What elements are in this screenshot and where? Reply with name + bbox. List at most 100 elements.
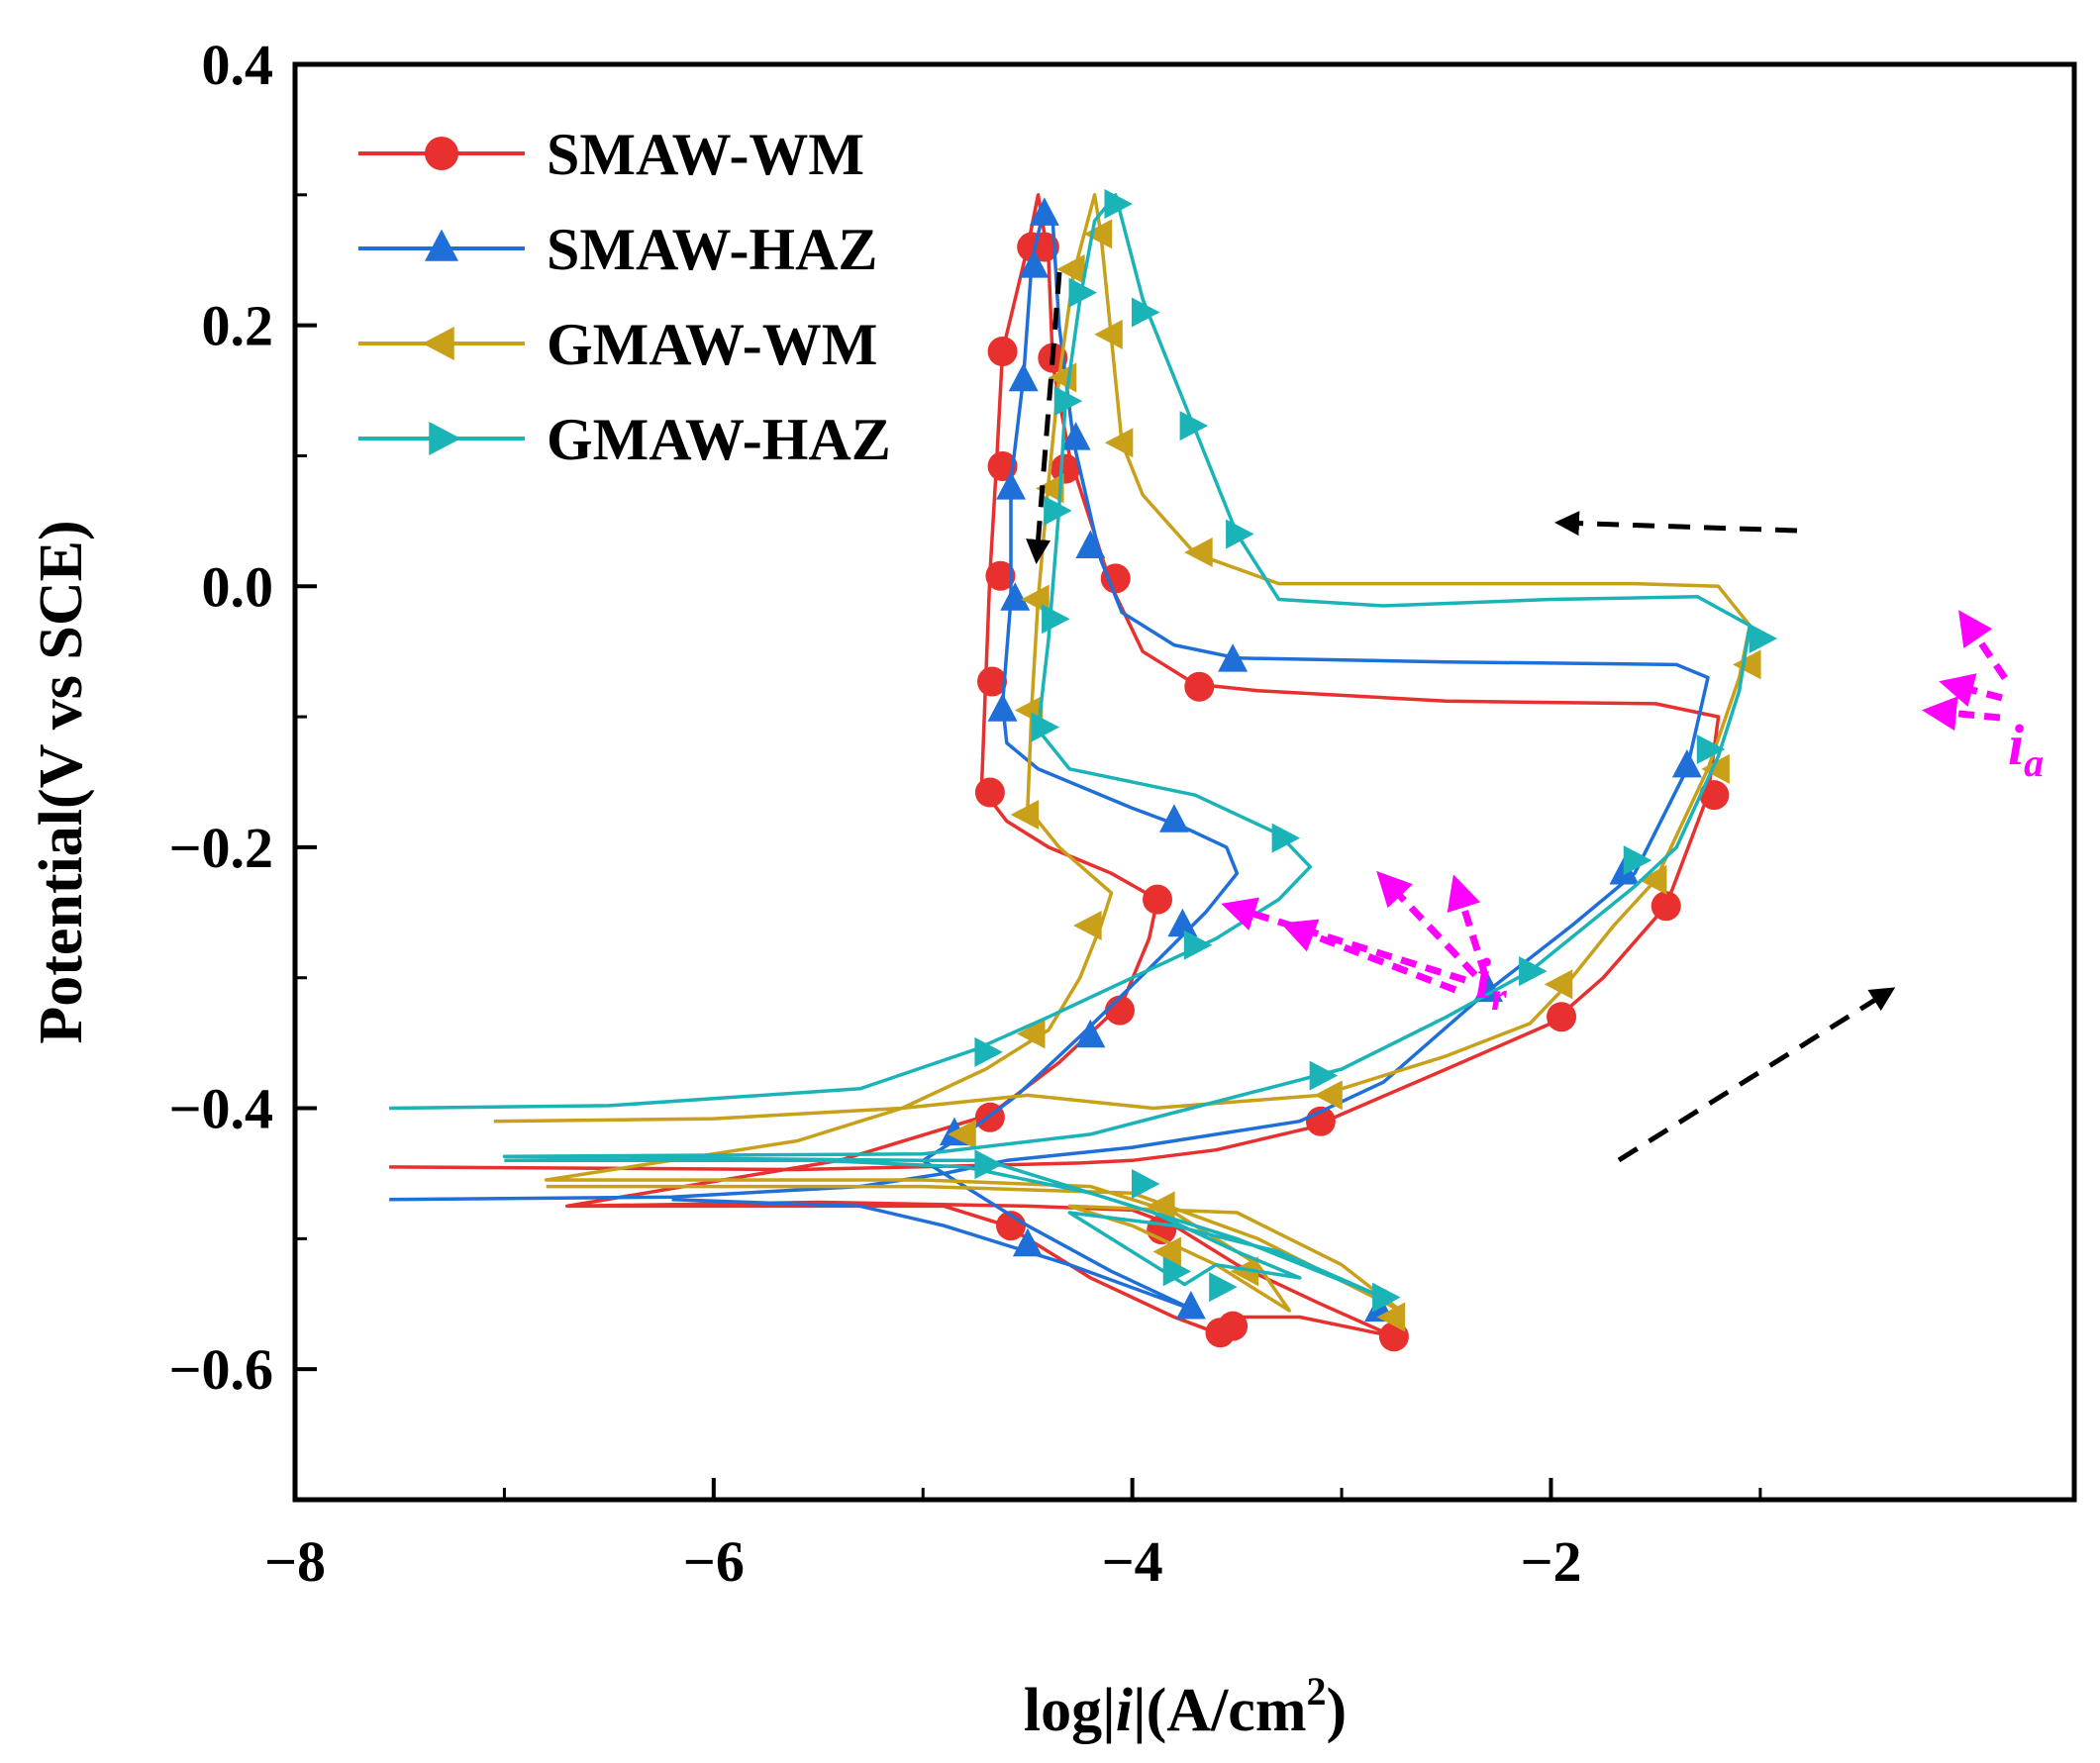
data-point-gmaw-haz xyxy=(1162,1256,1192,1287)
data-point-smaw-wm xyxy=(1650,891,1681,922)
data-point-gmaw-wm xyxy=(948,1119,976,1149)
data-point-gmaw-haz xyxy=(1179,411,1209,441)
data-point-gmaw-haz xyxy=(1042,604,1070,635)
y-tick-label: −0.6 xyxy=(168,1337,273,1402)
data-point-smaw-haz xyxy=(1060,422,1091,450)
plot-frame xyxy=(292,61,2077,1503)
x-tick-label: −4 xyxy=(1102,1529,1163,1594)
data-point-gmaw-wm xyxy=(1184,538,1213,567)
legend-marker xyxy=(425,137,458,170)
data-point-smaw-haz xyxy=(1218,643,1249,672)
x-axis-title: log|i|(A/cm2) xyxy=(1024,1669,1347,1744)
data-point-smaw-haz xyxy=(1473,973,1504,1003)
data-point-smaw-haz xyxy=(1008,362,1039,392)
ticks-layer: −8 −6 −4 −2 −0.6 −0.4 −0.2 0.0 0.2 0.4 xyxy=(168,33,1762,1594)
data-point-smaw-wm xyxy=(1104,995,1135,1026)
data-point-gmaw-wm xyxy=(1056,253,1085,284)
series-line-gmaw-haz xyxy=(389,193,1752,1300)
data-point-gmaw-wm xyxy=(1073,911,1102,940)
data-point-gmaw-haz xyxy=(1104,189,1133,220)
data-point-gmaw-haz xyxy=(1068,277,1098,308)
data-point-smaw-haz xyxy=(1029,197,1059,226)
data-point-gmaw-haz xyxy=(1183,930,1213,960)
data-point-gmaw-wm xyxy=(1230,1256,1259,1287)
data-point-gmaw-wm xyxy=(1376,1302,1406,1332)
data-point-smaw-wm xyxy=(1050,453,1080,484)
data-point-gmaw-haz xyxy=(1209,1272,1238,1303)
data-point-smaw-wm xyxy=(1218,1311,1249,1341)
ir-pointer-2 xyxy=(1447,874,1489,977)
data-point-gmaw-wm xyxy=(1544,969,1573,1000)
data-point-gmaw-haz xyxy=(1031,712,1059,742)
scan-direction-arrows xyxy=(1026,271,1896,1163)
legend-marker xyxy=(422,327,454,360)
reverse-scan-arrow-left xyxy=(1026,271,1062,564)
x-tick-label: −6 xyxy=(683,1529,745,1594)
y-tick-label: −0.4 xyxy=(168,1077,273,1141)
data-point-gmaw-haz xyxy=(1749,624,1778,653)
y-axis-title: Potential(V vs SCE) xyxy=(28,520,95,1043)
legend-marker xyxy=(429,422,461,455)
data-point-gmaw-wm xyxy=(1638,864,1667,895)
data-point-smaw-wm xyxy=(1100,563,1131,594)
data-point-smaw-haz xyxy=(1075,530,1106,558)
data-point-smaw-haz xyxy=(1158,804,1189,833)
forward-scan-arrow xyxy=(1617,987,1896,1163)
data-point-gmaw-wm xyxy=(1147,1191,1175,1222)
data-point-smaw-haz xyxy=(1671,748,1702,778)
y-tick-label: 0.4 xyxy=(202,33,274,97)
data-point-smaw-wm xyxy=(1547,1002,1577,1032)
data-point-smaw-haz xyxy=(987,693,1018,722)
ir-pointer-4 xyxy=(1280,919,1457,994)
ia-pointer-3 xyxy=(1922,696,2001,732)
data-point-gmaw-haz xyxy=(974,1036,1003,1067)
current-pointers xyxy=(1221,610,2008,994)
x-tick-label: −8 xyxy=(264,1529,326,1594)
data-point-smaw-haz xyxy=(1012,1227,1043,1257)
data-point-smaw-haz xyxy=(1167,908,1198,937)
ir-pointer-1 xyxy=(1376,870,1478,978)
data-point-gmaw-haz xyxy=(1044,495,1072,526)
ia-pointer-2 xyxy=(1939,673,2003,708)
y-tick-label: 0.0 xyxy=(202,554,274,619)
data-point-gmaw-haz xyxy=(1131,1169,1160,1199)
data-point-gmaw-wm xyxy=(1036,473,1064,504)
data-point-gmaw-wm xyxy=(1104,428,1134,458)
data-point-smaw-haz xyxy=(1175,1290,1206,1320)
legend-label: GMAW-WM xyxy=(547,312,877,377)
x-tick-label: −2 xyxy=(1520,1529,1581,1594)
data-point-gmaw-wm xyxy=(1083,219,1113,249)
data-point-gmaw-haz xyxy=(1309,1060,1339,1091)
data-point-smaw-haz xyxy=(996,471,1027,500)
data-point-gmaw-wm xyxy=(1152,1236,1181,1267)
data-point-gmaw-haz xyxy=(1519,956,1548,987)
legend-marker xyxy=(425,229,458,261)
data-point-gmaw-wm xyxy=(1701,753,1730,784)
data-point-smaw-wm xyxy=(1143,884,1173,915)
data-point-gmaw-haz xyxy=(1053,386,1083,417)
data-point-gmaw-haz xyxy=(1226,519,1254,549)
legend-label: GMAW-HAZ xyxy=(547,407,891,472)
legend-label: SMAW-WM xyxy=(547,122,864,187)
y-tick-label: −0.2 xyxy=(168,816,273,880)
data-point-gmaw-haz xyxy=(1696,735,1726,765)
legend: SMAW-WM SMAW-HAZ GMAW-WM GMAW-HAZ xyxy=(358,122,891,472)
ir-pointer-3 xyxy=(1221,897,1467,984)
data-point-smaw-haz xyxy=(1000,582,1031,611)
data-point-smaw-haz xyxy=(1019,249,1050,278)
data-point-smaw-haz xyxy=(1075,1019,1106,1048)
data-point-smaw-wm xyxy=(977,666,1008,697)
data-point-smaw-wm xyxy=(1184,671,1215,702)
data-point-gmaw-wm xyxy=(1314,1080,1343,1111)
data-point-smaw-wm xyxy=(987,337,1018,366)
data-point-gmaw-wm xyxy=(1733,649,1761,680)
ia-pointer-1 xyxy=(1958,610,2008,680)
data-point-smaw-wm xyxy=(985,560,1016,591)
data-point-gmaw-haz xyxy=(974,1149,1003,1180)
data-point-gmaw-wm xyxy=(1017,1019,1046,1049)
reverse-scan-arrow-top xyxy=(1554,511,1798,537)
data-point-gmaw-haz xyxy=(1271,823,1301,853)
y-tick-label: 0.2 xyxy=(202,294,274,358)
annotation-ir: ir xyxy=(1475,946,1507,1019)
